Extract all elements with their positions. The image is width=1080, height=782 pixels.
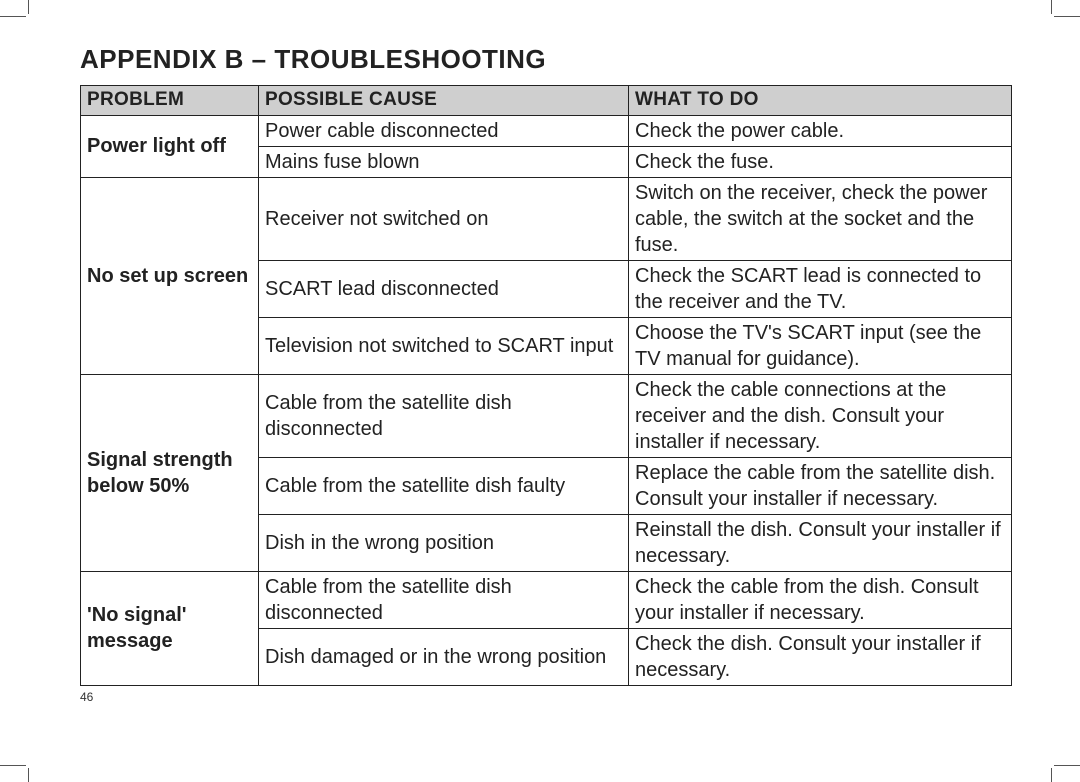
cause-cell: Cable from the satellite dish disconnect…: [259, 374, 629, 457]
cause-cell: Power cable disconnected: [259, 115, 629, 146]
cause-cell: Cable from the satellite dish faulty: [259, 457, 629, 514]
table-row: Signal strength below 50%Cable from the …: [81, 374, 1012, 457]
cause-cell: Cable from the satellite dish disconnect…: [259, 571, 629, 628]
col-header-action: What To Do: [629, 86, 1012, 116]
cause-cell: Mains fuse blown: [259, 146, 629, 177]
action-cell: Reinstall the dish. Consult your install…: [629, 514, 1012, 571]
crop-mark: [1054, 765, 1080, 766]
crop-mark: [0, 765, 26, 766]
page-number: 46: [80, 690, 1012, 704]
crop-mark: [1054, 16, 1080, 17]
cause-cell: Dish damaged or in the wrong position: [259, 628, 629, 685]
cause-cell: Dish in the wrong position: [259, 514, 629, 571]
action-cell: Check the cable connections at the recei…: [629, 374, 1012, 457]
action-cell: Check the cable from the dish. Consult y…: [629, 571, 1012, 628]
col-header-cause: Possible Cause: [259, 86, 629, 116]
cause-cell: Television not switched to SCART input: [259, 317, 629, 374]
crop-mark: [28, 0, 29, 14]
table-row: 'No signal' messageCable from the satell…: [81, 571, 1012, 628]
troubleshooting-table: Problem Possible Cause What To Do Power …: [80, 85, 1012, 686]
problem-cell: Signal strength below 50%: [81, 374, 259, 571]
table-row: No set up screenReceiver not switched on…: [81, 177, 1012, 260]
cause-cell: Receiver not switched on: [259, 177, 629, 260]
action-cell: Check the fuse.: [629, 146, 1012, 177]
action-cell: Check the SCART lead is connected to the…: [629, 260, 1012, 317]
crop-mark: [1051, 768, 1052, 782]
action-cell: Replace the cable from the satellite dis…: [629, 457, 1012, 514]
action-cell: Choose the TV's SCART input (see the TV …: [629, 317, 1012, 374]
crop-mark: [28, 768, 29, 782]
action-cell: Check the power cable.: [629, 115, 1012, 146]
action-cell: Switch on the receiver, check the power …: [629, 177, 1012, 260]
cause-cell: SCART lead disconnected: [259, 260, 629, 317]
problem-cell: 'No signal' message: [81, 571, 259, 685]
document-page: APPENDIX B – TROUBLESHOOTING Problem Pos…: [0, 0, 1080, 782]
col-header-problem: Problem: [81, 86, 259, 116]
problem-cell: Power light off: [81, 115, 259, 177]
page-title: APPENDIX B – TROUBLESHOOTING: [80, 44, 1012, 75]
table-header-row: Problem Possible Cause What To Do: [81, 86, 1012, 116]
table-row: Power light offPower cable disconnectedC…: [81, 115, 1012, 146]
problem-cell: No set up screen: [81, 177, 259, 374]
crop-mark: [0, 16, 26, 17]
action-cell: Check the dish. Consult your installer i…: [629, 628, 1012, 685]
table-body: Power light offPower cable disconnectedC…: [81, 115, 1012, 685]
crop-mark: [1051, 0, 1052, 14]
